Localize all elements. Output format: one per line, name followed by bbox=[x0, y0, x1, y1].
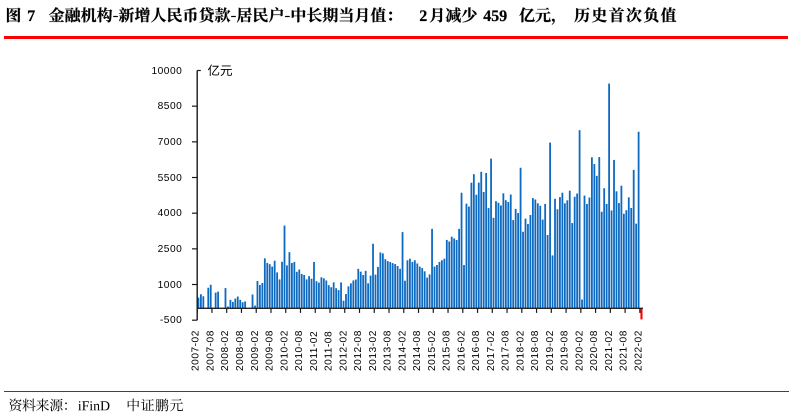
svg-text:2016-08: 2016-08 bbox=[471, 330, 482, 371]
svg-text:2013-02: 2013-02 bbox=[368, 330, 379, 371]
svg-text:2007-08: 2007-08 bbox=[205, 330, 216, 371]
svg-text:2015-02: 2015-02 bbox=[427, 330, 438, 371]
svg-text:2013-08: 2013-08 bbox=[383, 330, 394, 371]
svg-text:2019-08: 2019-08 bbox=[560, 330, 571, 371]
svg-text:2010-08: 2010-08 bbox=[294, 330, 305, 371]
svg-text:2015-08: 2015-08 bbox=[442, 330, 453, 371]
svg-text:2017-02: 2017-02 bbox=[486, 330, 497, 371]
svg-text:2018-02: 2018-02 bbox=[515, 330, 526, 371]
svg-text:2014-02: 2014-02 bbox=[397, 330, 408, 371]
svg-text:2008-02: 2008-02 bbox=[220, 330, 231, 371]
svg-text:2008-08: 2008-08 bbox=[235, 330, 246, 371]
svg-text:2007-02: 2007-02 bbox=[191, 330, 202, 371]
svg-text:2020-02: 2020-02 bbox=[574, 330, 585, 371]
svg-text:2011-08: 2011-08 bbox=[324, 331, 335, 371]
svg-text:2017-08: 2017-08 bbox=[501, 330, 512, 371]
svg-text:2020-08: 2020-08 bbox=[589, 330, 600, 371]
svg-text:2022-02: 2022-02 bbox=[633, 330, 644, 371]
svg-text:2021-02: 2021-02 bbox=[604, 330, 615, 371]
svg-text:2012-08: 2012-08 bbox=[353, 330, 364, 371]
svg-text:2016-02: 2016-02 bbox=[456, 330, 467, 371]
svg-text:2010-02: 2010-02 bbox=[279, 330, 290, 371]
svg-text:2012-02: 2012-02 bbox=[338, 330, 349, 371]
svg-text:2009-08: 2009-08 bbox=[265, 330, 276, 371]
svg-text:2018-08: 2018-08 bbox=[530, 330, 541, 371]
svg-text:2014-08: 2014-08 bbox=[412, 330, 423, 371]
svg-text:2011-02: 2011-02 bbox=[309, 331, 320, 371]
svg-text:2009-02: 2009-02 bbox=[250, 330, 261, 371]
svg-text:2019-02: 2019-02 bbox=[545, 330, 556, 371]
svg-text:2021-08: 2021-08 bbox=[619, 330, 630, 371]
